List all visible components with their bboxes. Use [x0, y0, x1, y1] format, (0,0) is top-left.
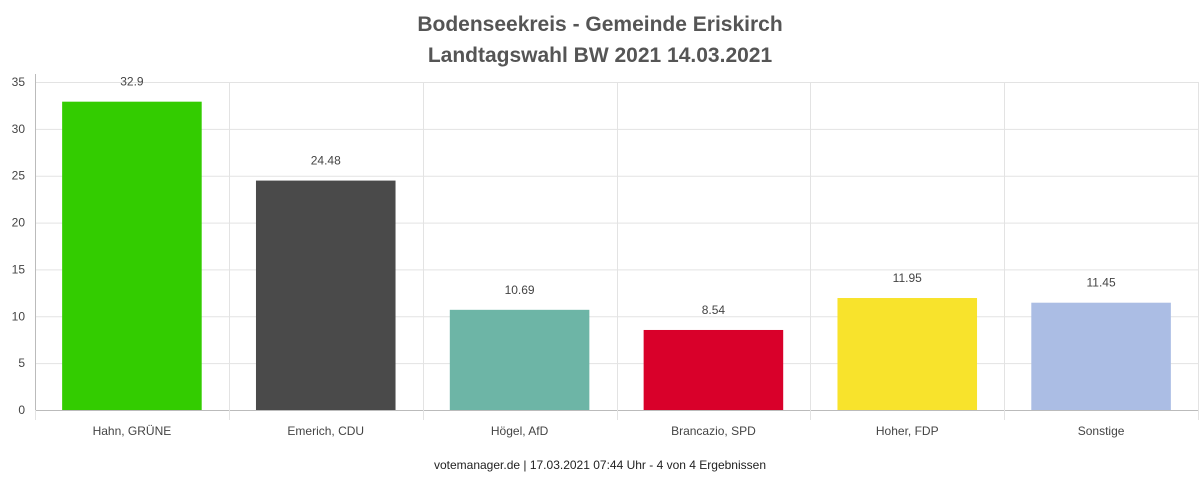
- y-tick-label: 5: [18, 356, 25, 370]
- chart-title-line-1: Bodenseekreis - Gemeinde Eriskirch: [417, 13, 782, 36]
- category-label: Högel, AfD: [491, 424, 549, 438]
- bar[interactable]: [449, 309, 590, 410]
- y-tick-label: 15: [12, 262, 26, 276]
- gridlines: [35, 74, 1199, 420]
- bar[interactable]: [255, 180, 396, 410]
- category-label: Emerich, CDU: [287, 424, 364, 438]
- y-tick-label: 10: [12, 309, 26, 323]
- data-label: 8.54: [702, 303, 726, 317]
- bar[interactable]: [1031, 302, 1171, 410]
- bar[interactable]: [837, 298, 978, 410]
- y-tick-label: 30: [12, 122, 26, 136]
- category-label: Brancazio, SPD: [671, 424, 756, 438]
- labels: 0 5 10 15 20 25 30 35 32.9 Hahn, GRÜNE 24.48 Emeric…: [12, 75, 1125, 438]
- category-label: Hahn, GRÜNE: [93, 424, 172, 438]
- footer-source: votemanager.de | 17.03.2021 07:44 Uhr - …: [434, 458, 766, 472]
- chart-title-line-2: Landtagswahl BW 2021 14.03.2021: [428, 44, 773, 67]
- bar[interactable]: [62, 101, 202, 411]
- data-label: 10.69: [505, 283, 535, 297]
- y-tick-label: 20: [12, 216, 26, 230]
- bar[interactable]: [643, 329, 784, 410]
- y-tick-label: 0: [18, 403, 25, 417]
- y-tick-label: 35: [12, 75, 26, 89]
- data-label: 11.95: [893, 271, 922, 285]
- category-label: Hoher, FDP: [876, 424, 939, 438]
- data-label: 32.9: [120, 75, 144, 89]
- data-label: 24.48: [311, 154, 341, 168]
- data-label: 11.45: [1087, 276, 1116, 290]
- bars: [62, 101, 1171, 411]
- category-label: Sonstige: [1078, 424, 1125, 438]
- y-tick-label: 25: [12, 169, 26, 183]
